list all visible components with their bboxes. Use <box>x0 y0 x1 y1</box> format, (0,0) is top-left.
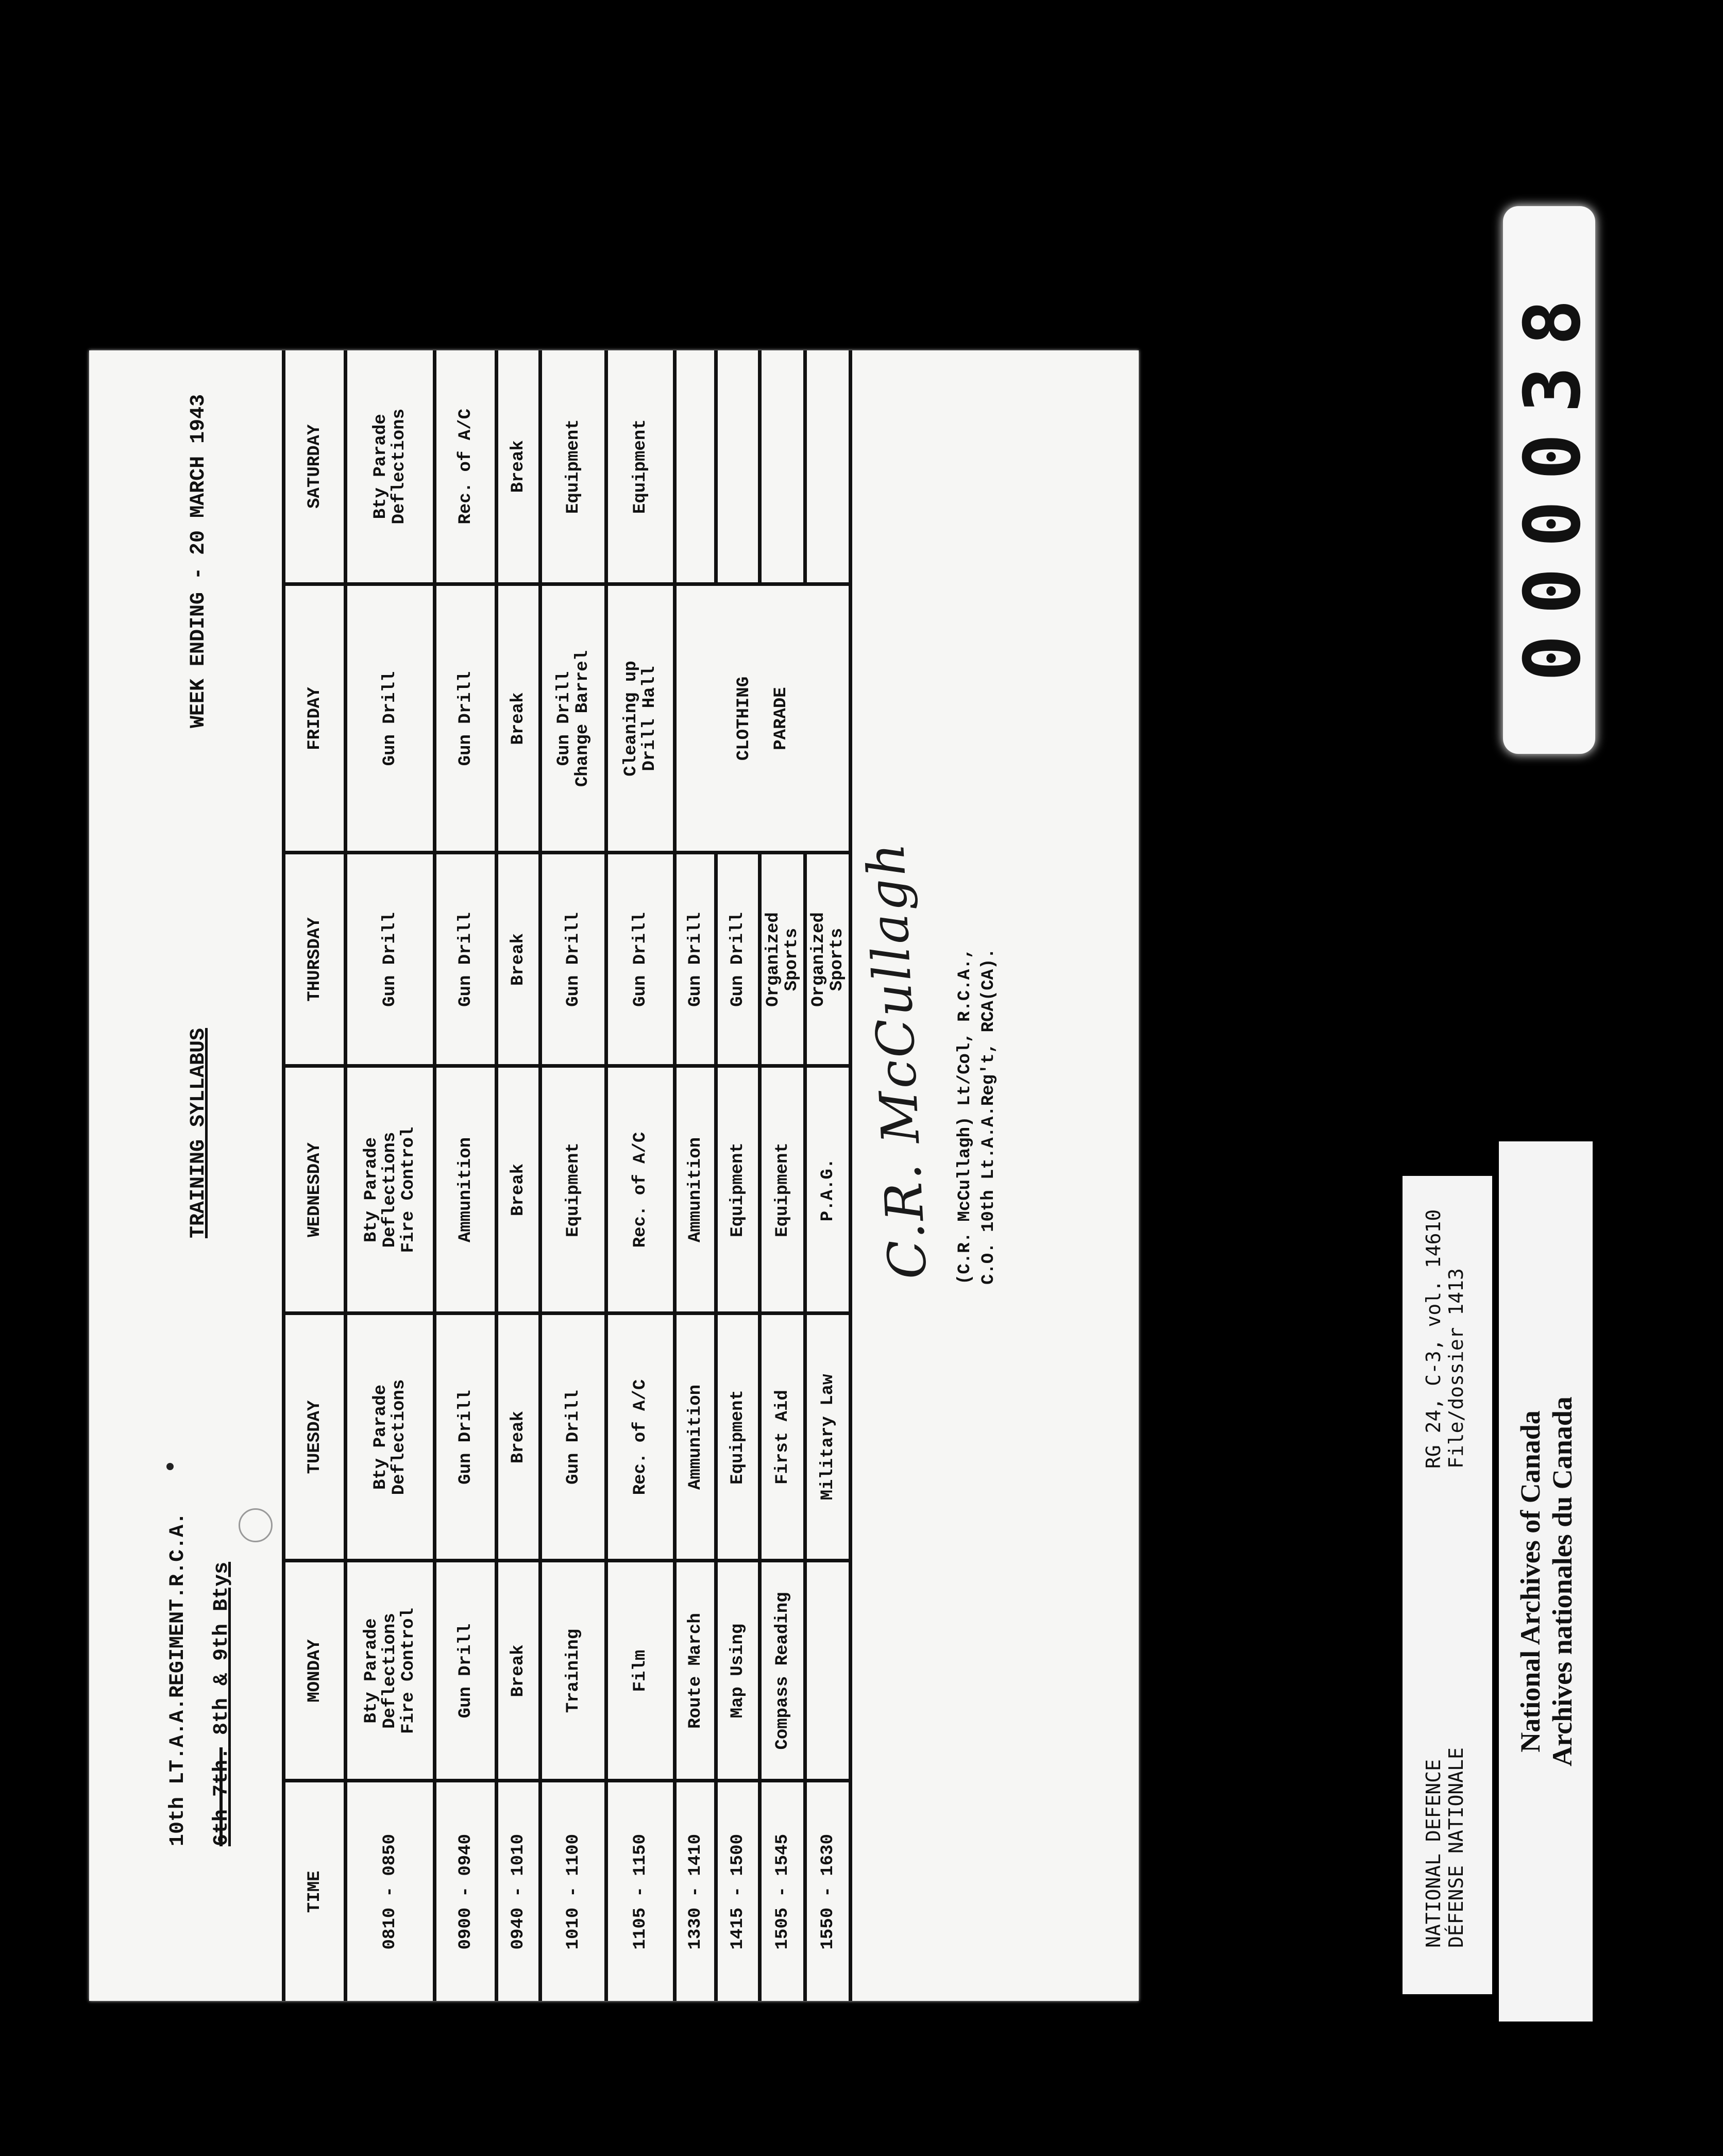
schedule-cell: Ammunition <box>674 1066 716 1313</box>
schedule-cell: Map Using <box>716 1561 760 1781</box>
frame-counter-digits: 000038 <box>1508 278 1598 682</box>
column-header-friday: FRIDAY <box>283 584 346 853</box>
table-row: 0810 - 0850 Bty Parade Deflections Fire C… <box>345 350 435 2001</box>
table-row: 0900 - 0940 Gun Drill Gun Drill Ammunition G… <box>434 350 497 2001</box>
table-row: 0940 - 1010 Break Break Break Break Break Brea… <box>496 350 540 2001</box>
schedule-cell: Gun Drill <box>434 1561 497 1781</box>
schedule-cell: CLOTHING PARADE <box>674 584 851 853</box>
reference-number: RG 24, C-3, vol. 14610 <box>1422 1209 1445 1469</box>
column-header-wednesday: WEDNESDAY <box>283 1066 346 1313</box>
schedule-cell: P.A.G. <box>805 1066 851 1313</box>
schedule-cell: Rec. of A/C <box>434 350 497 584</box>
schedule-cell: Rec. of A/C <box>606 1066 675 1313</box>
schedule-cell: Break <box>496 1313 540 1561</box>
unit-title: 10th LT.A.A.REGIMENT.R.C.A. <box>166 1512 190 1846</box>
banner-fr: Archives nationales du Canada <box>1547 1396 1578 1766</box>
schedule-cell: Bty Parade Deflections Fire Control <box>345 1066 435 1313</box>
schedule-cell: Military Law <box>805 1313 851 1561</box>
schedule-cell: Bty Parade Deflections <box>345 1313 435 1561</box>
schedule-cell: Gun Drill <box>716 853 760 1066</box>
schedule-cell: Ammunition <box>434 1066 497 1313</box>
schedule-cell: Ammunition <box>674 1313 716 1561</box>
column-header-tuesday: TUESDAY <box>283 1313 346 1561</box>
schedule-cell: Bty Parade Deflections <box>345 350 435 584</box>
schedule-cell: Compass Reading <box>759 1561 805 1781</box>
time-cell: 1330 - 1410 <box>674 1781 716 2001</box>
schedule-cell: Equipment <box>716 1313 760 1561</box>
schedule-cell: Gun Drill <box>540 1313 606 1561</box>
column-header-thursday: THURSDAY <box>283 853 346 1066</box>
schedule-cell: Cleaning up Drill Hall <box>606 584 675 853</box>
schedule-cell: Gun Drill <box>345 853 435 1066</box>
week-ending: WEEK ENDING - 20 MARCH 1943 <box>187 394 210 728</box>
time-cell: 1105 - 1150 <box>606 1781 675 2001</box>
column-header-saturday: SATURDAY <box>283 350 346 584</box>
punch-hole <box>239 1508 273 1542</box>
schedule-cell: Gun Drill Change Barrel <box>540 584 606 853</box>
schedule-cell: Film <box>606 1561 675 1781</box>
reference: RG 24, C-3, vol. 14610 File/dossier 1413 <box>1422 1209 1467 1469</box>
schedule-cell: Route March <box>674 1561 716 1781</box>
time-cell: 1550 - 1630 <box>805 1781 851 2001</box>
time-cell: 1415 - 1500 <box>716 1781 760 2001</box>
schedule-cell: Break <box>496 350 540 584</box>
schedule-cell: Gun Drill <box>606 853 675 1066</box>
schedule-cell <box>805 1561 851 1781</box>
batteries-struck: 6th 7th. <box>210 1747 233 1846</box>
schedule-cell: Equipment <box>759 1066 805 1313</box>
table-row: 1010 - 1100 Training Gun Drill Equipment Gun… <box>540 350 606 2001</box>
time-cell: 0900 - 0940 <box>434 1781 497 2001</box>
signatory-name: (C.R. McCullagh) Lt/Col, R.C.A., <box>955 948 975 1285</box>
schedule-cell: Gun Drill <box>434 584 497 853</box>
page-title: TRAINING SYLLABUS <box>187 1028 210 1238</box>
department: NATIONAL DEFENCE DÉFENSE NATIONALE <box>1422 1747 1467 1948</box>
batteries-line: 6th 7th. 8th & 9th Btys <box>210 1562 234 1846</box>
table-row: 1330 - 1410 Route March Ammunition Ammuniti… <box>674 350 851 2001</box>
schedule-cell: Break <box>496 1561 540 1781</box>
schedule-cell: Organized Sports <box>805 853 851 1066</box>
schedule-cell: Gun Drill <box>674 853 716 1066</box>
schedule-cell <box>759 350 805 584</box>
schedule-cell: Gun Drill <box>345 584 435 853</box>
schedule-cell: Rec. of A/C <box>606 1313 675 1561</box>
schedule-cell: Break <box>496 1066 540 1313</box>
signatory-role: C.O. 10th Lt.A.A.Reg't, RCA(CA). <box>979 948 999 1285</box>
syllabus-table: TIME MONDAY TUESDAY WEDNESDAY THURSDAY FRIDAY… <box>282 350 852 2001</box>
archive-reference-label: NATIONAL DEFENCE DÉFENSE NATIONALE RG 24,… <box>1403 1176 1492 1994</box>
banner-en: National Archives of Canada <box>1515 1410 1546 1753</box>
schedule-cell: Gun Drill <box>434 1313 497 1561</box>
schedule-cell: Equipment <box>606 350 675 584</box>
time-cell: 1010 - 1100 <box>540 1781 606 2001</box>
table-row: 1105 - 1150 Film Rec. of A/C Rec. of A/C Gun… <box>606 350 675 2001</box>
document-page: 10th LT.A.A.REGIMENT.R.C.A. 6th 7th. 8th… <box>89 350 1139 2001</box>
schedule-cell <box>716 350 760 584</box>
schedule-cell: Break <box>496 853 540 1066</box>
schedule-cell: Bty Parade Deflections Fire Control <box>345 1561 435 1781</box>
frame-counter: 000038 <box>1503 206 1598 754</box>
schedule-cell: Equipment <box>716 1066 760 1313</box>
time-cell: 0810 - 0850 <box>345 1781 435 2001</box>
schedule-cell: Gun Drill <box>540 853 606 1066</box>
schedule-cell: Training <box>540 1561 606 1781</box>
archive-banner: National Archives of Canada Archives nati… <box>1499 1141 1593 2022</box>
time-cell: 1505 - 1545 <box>759 1781 805 2001</box>
file-number: File/dossier 1413 <box>1445 1268 1467 1469</box>
signature: C.R. McCullagh <box>855 839 939 1281</box>
time-cell: 0940 - 1010 <box>496 1781 540 2001</box>
schedule-cell <box>674 350 716 584</box>
schedule-cell: Organized Sports <box>759 853 805 1066</box>
dept-en: NATIONAL DEFENCE <box>1422 1759 1445 1948</box>
schedule-cell: Gun Drill <box>434 853 497 1066</box>
schedule-cell: Break <box>496 584 540 853</box>
schedule-cell: Equipment <box>540 350 606 584</box>
schedule-cell: Equipment <box>540 1066 606 1313</box>
dept-fr: DÉFENSE NATIONALE <box>1445 1747 1467 1948</box>
schedule-cell: First Aid <box>759 1313 805 1561</box>
punch-mark <box>166 1463 174 1470</box>
column-header-time: TIME <box>283 1781 346 2001</box>
schedule-cell <box>805 350 851 584</box>
batteries: 8th & 9th Btys <box>210 1561 233 1747</box>
column-header-monday: MONDAY <box>283 1561 346 1781</box>
